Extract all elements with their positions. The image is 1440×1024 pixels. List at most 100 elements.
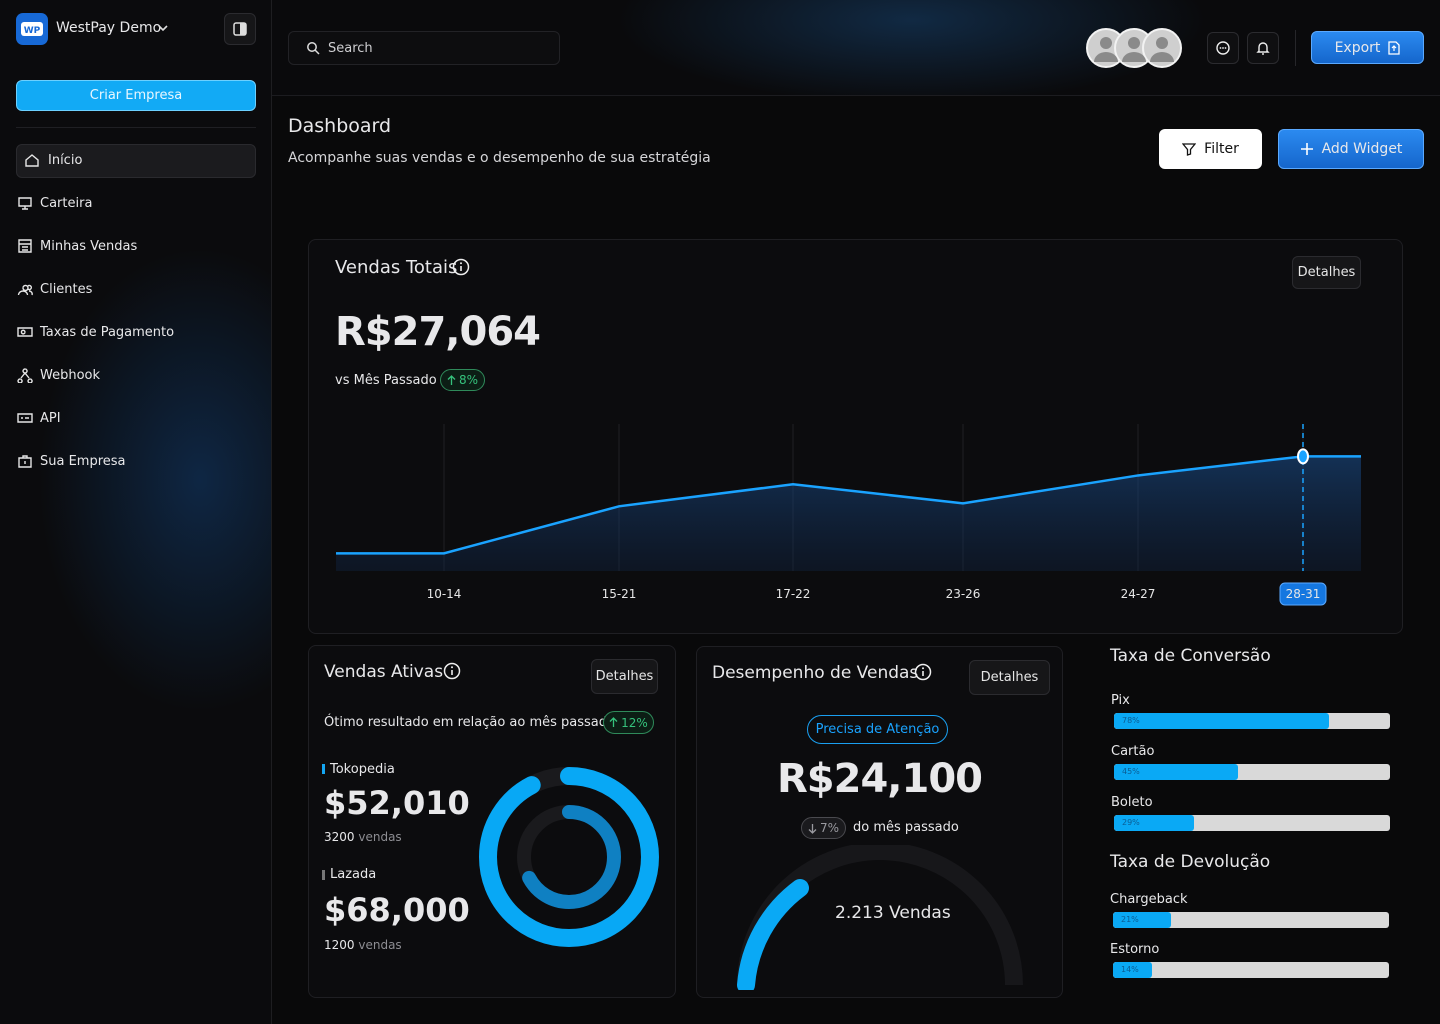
add-widget-label: Add Widget	[1321, 141, 1403, 157]
bar-label: 29%	[1122, 818, 1140, 827]
bar-name: Boleto	[1111, 795, 1153, 810]
bar-label: 14%	[1121, 965, 1139, 974]
brand-chevron[interactable]	[157, 23, 169, 33]
selected-label-bg	[1279, 582, 1327, 606]
bar-track: 29%	[1114, 815, 1390, 831]
x-tick-label[interactable]: 24-27	[1121, 587, 1156, 601]
x-tick-label[interactable]: 17-22	[776, 587, 811, 601]
gauge-label: 2.213 Vendas	[835, 903, 951, 923]
icon-shape	[18, 197, 32, 210]
nav-item[interactable]: Clientes	[40, 282, 93, 297]
change-value: 7%	[819, 821, 840, 835]
nav-active-bg	[16, 144, 256, 178]
card-title: Vendas Totais	[335, 257, 458, 278]
export-button[interactable]: Export	[1311, 31, 1424, 64]
change-badge: 7%	[801, 817, 846, 839]
x-tick-label[interactable]: 15-21	[602, 587, 637, 601]
comparison-label: vs Mês Passado	[335, 373, 437, 388]
line	[336, 455, 1361, 555]
icon-shape	[17, 368, 33, 383]
store-count: 3200 vendas	[324, 830, 402, 844]
icon-shape	[25, 154, 39, 167]
filter-label: Filter	[1204, 141, 1239, 157]
change-value: 12%	[621, 715, 648, 730]
bar-name: Estorno	[1110, 942, 1160, 957]
card-title: Vendas Ativas	[324, 662, 444, 682]
section-title: Taxa de Conversão	[1110, 646, 1271, 666]
bar-name: Chargeback	[1110, 892, 1188, 907]
change-value: 8%	[458, 373, 479, 387]
change-text: do mês passado	[853, 820, 959, 835]
nav-item[interactable]: Início	[48, 153, 83, 168]
bar-fill: 14%	[1113, 962, 1152, 978]
x-tick-label[interactable]: 28-31	[1286, 587, 1321, 601]
card-title: Desempenho de Vendas	[712, 663, 919, 683]
nav-icon	[18, 239, 32, 253]
nav-item[interactable]: Webhook	[40, 368, 101, 383]
collapse-icon	[233, 22, 247, 36]
nav-icon	[17, 413, 33, 423]
export-icon	[1388, 40, 1401, 55]
icon-shape	[17, 327, 33, 337]
info-icon[interactable]	[452, 258, 470, 276]
bar-label: 45%	[1122, 767, 1140, 776]
donut-rings	[479, 767, 659, 947]
messages-button[interactable]	[1207, 32, 1239, 64]
nav-item[interactable]: Minhas Vendas	[40, 239, 138, 254]
svg-text:WP: WP	[24, 26, 41, 36]
total-amount: R$27,064	[335, 309, 541, 355]
create-company-button[interactable]: Criar Empresa	[16, 80, 256, 111]
store-amount: $68,000	[324, 891, 470, 929]
avatars[interactable]	[1086, 27, 1184, 69]
nav-item[interactable]: API	[40, 411, 61, 426]
nav-item[interactable]: Taxas de Pagamento	[40, 325, 175, 340]
bar-fill: 21%	[1113, 912, 1171, 928]
search-box[interactable]: Search	[288, 31, 560, 65]
up-arrow	[609, 717, 618, 727]
unit: vendas	[358, 830, 402, 844]
bar-name: Pix	[1111, 693, 1130, 708]
details-button[interactable]: Detalhes	[1292, 256, 1361, 289]
bar-track: 21%	[1113, 912, 1389, 928]
filter-icon	[1182, 143, 1197, 156]
info-icon[interactable]	[914, 663, 932, 681]
filter-button[interactable]: Filter	[1159, 129, 1262, 169]
nav-icon	[17, 368, 33, 383]
store-amount: $52,010	[324, 784, 470, 822]
info-icon[interactable]	[443, 662, 461, 680]
collapse-button[interactable]	[224, 13, 256, 45]
page-title: Dashboard	[288, 115, 392, 137]
nav-icon	[17, 284, 33, 296]
store-count: 1200 vendas	[324, 938, 402, 952]
search-placeholder: Search	[328, 41, 373, 56]
sales-line-chart: 10-14 15-21 17-22 23-26 24-27 28-31	[336, 424, 1361, 606]
icon-shape	[18, 239, 32, 253]
logo: WP	[16, 13, 48, 45]
down-arrow	[808, 823, 817, 834]
icon-shape	[17, 284, 33, 296]
nav-icon	[18, 455, 32, 468]
divider	[16, 127, 256, 128]
bar-label: 21%	[1121, 915, 1139, 924]
x-tick-label[interactable]: 23-26	[946, 587, 981, 601]
store-name: Lazada	[330, 867, 377, 882]
bar-fill: 78%	[1114, 713, 1330, 729]
details-button[interactable]: Detalhes	[969, 660, 1050, 695]
legend-swatch	[322, 870, 325, 880]
bar-track: 45%	[1114, 764, 1390, 780]
notifications-button[interactable]	[1247, 32, 1279, 64]
area	[336, 456, 1361, 571]
brand: WestPay Demo	[56, 20, 162, 36]
legend-swatch	[322, 764, 325, 774]
nav-item[interactable]: Carteira	[40, 196, 93, 211]
store-name: Tokopedia	[330, 762, 395, 777]
up-arrow	[447, 374, 456, 385]
nav-item[interactable]: Sua Empresa	[40, 454, 126, 469]
point	[1297, 448, 1309, 465]
add-widget-button[interactable]: Add Widget	[1278, 129, 1424, 169]
details-button[interactable]: Detalhes	[591, 659, 658, 694]
bar-name: Cartão	[1111, 744, 1155, 759]
x-tick-label[interactable]: 10-14	[427, 587, 462, 601]
export-label: Export	[1334, 39, 1381, 56]
